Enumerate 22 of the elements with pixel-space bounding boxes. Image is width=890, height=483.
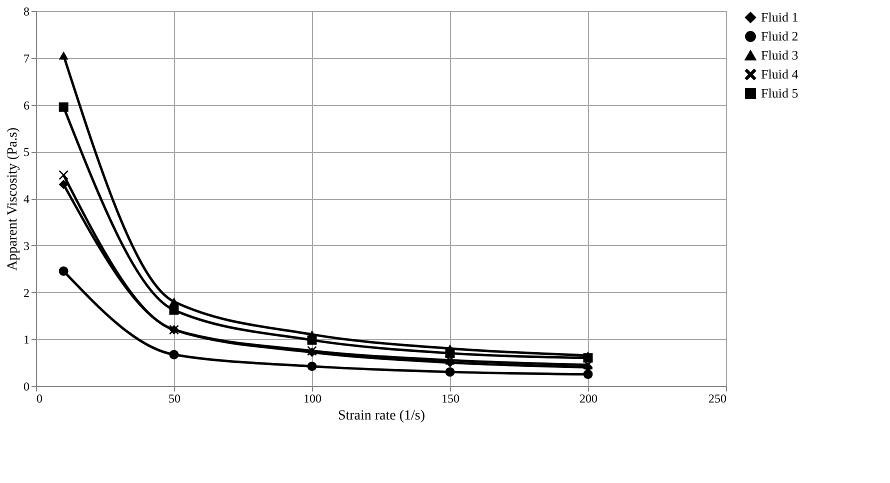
x-tick-label: 50 [168,392,180,406]
legend-label: Fluid 1 [761,10,798,24]
legend-label: Fluid 4 [761,66,799,82]
x-tick-label: 100 [304,392,322,406]
x-tick-label: 0 [36,392,42,406]
y-tick-label: 4 [24,192,30,206]
y-tick-label: 3 [24,238,30,253]
x-tick-label: 250 [708,392,726,406]
y-axis-title: Apparent Viscosity (Pa.s) [6,127,20,271]
y-tick-label: 2 [24,286,30,300]
y-tick-label: 0 [24,380,30,394]
x-axis-title: Strain rate (1/s) [338,408,426,424]
x-tick-label: 200 [580,392,598,406]
y-tick-label: 8 [24,4,30,18]
legend-label: Fluid 3 [761,48,798,62]
y-tick-label: 1 [24,332,30,347]
x-tick-label: 150 [442,392,460,406]
y-tick-label: 7 [24,51,30,66]
legend-label: Fluid 5 [761,86,798,100]
y-tick-label: 5 [24,145,30,160]
y-tick-label: 6 [24,98,30,112]
legend-label: Fluid 2 [761,28,798,44]
